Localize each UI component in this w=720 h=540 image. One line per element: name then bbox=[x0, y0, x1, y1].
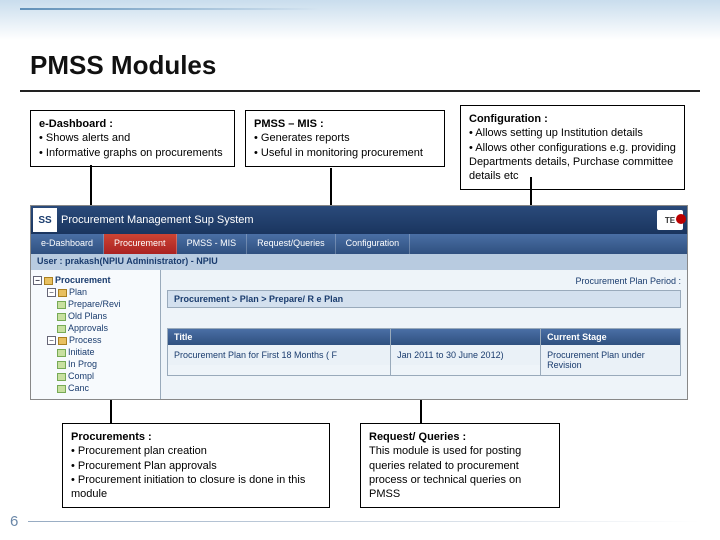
bottom-rule bbox=[28, 521, 700, 522]
td-stage: Procurement Plan under Revision bbox=[541, 345, 680, 375]
file-icon bbox=[57, 385, 66, 393]
td-title[interactable]: Procurement Plan for First 18 Months ( F bbox=[168, 345, 390, 365]
callout-config-line2: • Allows other configurations e.g. provi… bbox=[469, 141, 676, 184]
nav-mis[interactable]: PMSS - MIS bbox=[177, 234, 248, 254]
main-panel: Procurement Plan Period : Procurement > … bbox=[161, 270, 687, 399]
tree-process-label: Process bbox=[69, 335, 102, 345]
callout-dashboard-title: e-Dashboard : bbox=[39, 117, 226, 131]
file-icon bbox=[57, 349, 66, 357]
callout-request-body: This module is used for posting queries … bbox=[369, 444, 551, 501]
tree-proc4-label: Canc bbox=[68, 383, 89, 393]
te-badge-icon: TE bbox=[657, 210, 683, 230]
folder-icon bbox=[58, 337, 67, 345]
file-icon bbox=[57, 361, 66, 369]
col-stage: Current Stage Procurement Plan under Rev… bbox=[541, 328, 681, 376]
tree-root-label: Procurement bbox=[55, 275, 111, 285]
tree-proc-inprog[interactable]: In Prog bbox=[33, 358, 158, 370]
tree-plan2-label: Old Plans bbox=[68, 311, 107, 321]
plan-period-label: Procurement Plan Period : bbox=[167, 276, 681, 290]
th-stage: Current Stage bbox=[541, 329, 680, 345]
callout-procurements-line2: • Procurement Plan approvals bbox=[71, 459, 321, 473]
callout-procurements-line1: • Procurement plan creation bbox=[71, 444, 321, 458]
folder-icon bbox=[58, 289, 67, 297]
plan-table: Title Procurement Plan for First 18 Mont… bbox=[167, 328, 681, 376]
td-date: Jan 2011 to 30 June 2012) bbox=[391, 345, 540, 365]
callout-procurements-title: Procurements : bbox=[71, 430, 321, 444]
col-title: Title Procurement Plan for First 18 Mont… bbox=[167, 328, 391, 376]
tree-proc-cancelled[interactable]: Canc bbox=[33, 382, 158, 394]
callout-procurements: Procurements : • Procurement plan creati… bbox=[62, 423, 330, 508]
app-header: SS Procurement Management Sup System TE bbox=[31, 206, 687, 234]
file-icon bbox=[57, 325, 66, 333]
tree-plan[interactable]: −Plan bbox=[33, 286, 158, 298]
main-nav: e-Dashboard Procurement PMSS - MIS Reque… bbox=[31, 234, 687, 254]
tree-plan-old[interactable]: Old Plans bbox=[33, 310, 158, 322]
callout-dashboard-line1: • Shows alerts and bbox=[39, 131, 226, 145]
file-icon bbox=[57, 373, 66, 381]
callout-dashboard: e-Dashboard : • Shows alerts and • Infor… bbox=[30, 110, 235, 167]
breadcrumb: Procurement > Plan > Prepare/ R e Plan bbox=[167, 290, 681, 308]
app-body: −Procurement −Plan Prepare/Revi Old Plan… bbox=[31, 270, 687, 399]
file-icon bbox=[57, 301, 66, 309]
callout-mis-line2: • Useful in monitoring procurement bbox=[254, 146, 436, 160]
tree-proc3-label: Compl bbox=[68, 371, 94, 381]
col-date: Jan 2011 to 30 June 2012) bbox=[391, 328, 541, 376]
tree-proc1-label: Initiate bbox=[68, 347, 95, 357]
callout-dashboard-line2: • Informative graphs on procurements bbox=[39, 146, 226, 160]
folder-icon bbox=[44, 277, 53, 285]
page-number: 6 bbox=[10, 513, 18, 530]
tree-root[interactable]: −Procurement bbox=[33, 274, 158, 286]
th-date bbox=[391, 329, 540, 345]
pmss-screenshot: SS Procurement Management Sup System TE … bbox=[30, 205, 688, 400]
tree-proc2-label: In Prog bbox=[68, 359, 97, 369]
tree-plan-label: Plan bbox=[69, 287, 87, 297]
callout-mis: PMSS – MIS : • Generates reports • Usefu… bbox=[245, 110, 445, 167]
tree-plan-approvals[interactable]: Approvals bbox=[33, 322, 158, 334]
tree-plan-prepare[interactable]: Prepare/Revi bbox=[33, 298, 158, 310]
app-title: Procurement Management Sup System bbox=[61, 214, 254, 226]
callout-procurements-line3: • Procurement initiation to closure is d… bbox=[71, 473, 321, 502]
nav-procurement[interactable]: Procurement bbox=[104, 234, 177, 254]
nav-request[interactable]: Request/Queries bbox=[247, 234, 336, 254]
callout-request: Request/ Queries : This module is used f… bbox=[360, 423, 560, 508]
top-accent bbox=[0, 0, 720, 40]
callout-config: Configuration : • Allows setting up Inst… bbox=[460, 105, 685, 190]
tree-process[interactable]: −Process bbox=[33, 334, 158, 346]
app-logo: SS bbox=[33, 208, 57, 232]
callout-mis-title: PMSS – MIS : bbox=[254, 117, 436, 131]
tree-plan3-label: Approvals bbox=[68, 323, 108, 333]
th-title: Title bbox=[168, 329, 390, 345]
callout-config-title: Configuration : bbox=[469, 112, 676, 126]
nav-dashboard[interactable]: e-Dashboard bbox=[31, 234, 104, 254]
slide-title: PMSS Modules bbox=[30, 50, 216, 81]
callout-request-title: Request/ Queries : bbox=[369, 430, 551, 444]
file-icon bbox=[57, 313, 66, 321]
title-rule bbox=[20, 90, 700, 92]
callout-mis-line1: • Generates reports bbox=[254, 131, 436, 145]
nav-tree: −Procurement −Plan Prepare/Revi Old Plan… bbox=[31, 270, 161, 399]
callout-config-line1: • Allows setting up Institution details bbox=[469, 126, 676, 140]
tree-plan1-label: Prepare/Revi bbox=[68, 299, 121, 309]
tree-proc-initiate[interactable]: Initiate bbox=[33, 346, 158, 358]
tree-proc-completed[interactable]: Compl bbox=[33, 370, 158, 382]
nav-config[interactable]: Configuration bbox=[336, 234, 411, 254]
user-line: User : prakash(NPIU Administrator) - NPI… bbox=[31, 254, 687, 270]
